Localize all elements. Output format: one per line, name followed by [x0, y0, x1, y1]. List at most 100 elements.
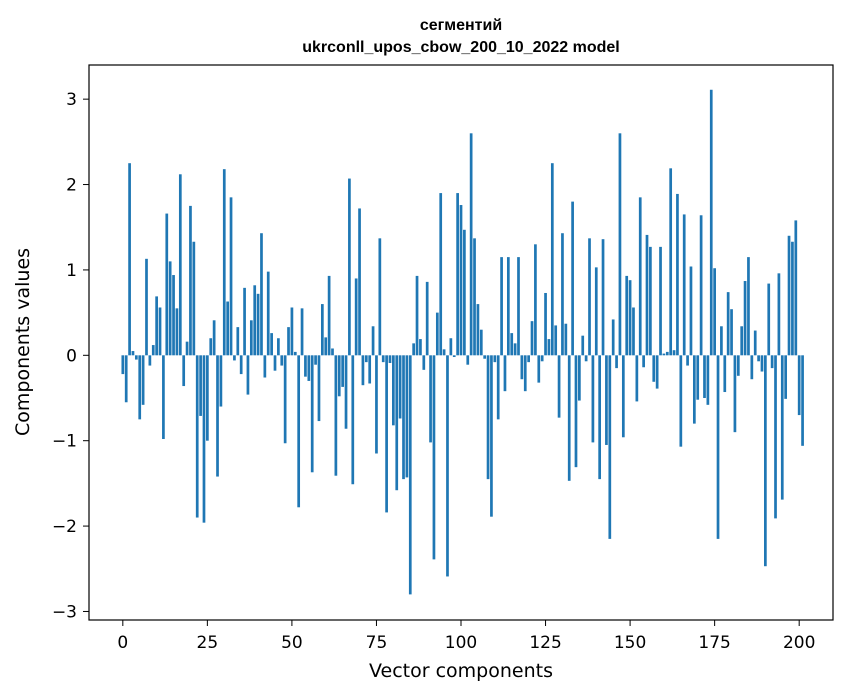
- bar-124: [540, 355, 544, 362]
- bar-197: [787, 235, 791, 356]
- bar-27: [212, 320, 216, 356]
- bar-150: [628, 280, 632, 356]
- bar-57: [314, 355, 317, 365]
- bar-72: [364, 355, 368, 363]
- bar-137: [584, 355, 588, 362]
- bar-129: [557, 355, 561, 418]
- bar-144: [608, 355, 612, 539]
- x-tick-label-100: 100: [445, 633, 477, 653]
- bar-121: [530, 321, 534, 356]
- bar-2: [128, 163, 131, 356]
- bar-155: [645, 234, 649, 356]
- bar-55: [307, 355, 311, 381]
- bar-120: [527, 355, 530, 363]
- bar-30: [222, 169, 226, 356]
- bar-78: [385, 355, 388, 513]
- bar-104: [473, 238, 476, 356]
- bar-182: [736, 355, 740, 376]
- bar-152: [635, 355, 639, 402]
- bar-49: [287, 327, 290, 356]
- bar-143: [605, 355, 608, 445]
- bar-18: [182, 355, 186, 387]
- bar-114: [506, 257, 510, 356]
- bar-41: [260, 233, 263, 356]
- bar-106: [479, 329, 483, 356]
- bar-123: [537, 355, 541, 383]
- bar-68: [351, 355, 355, 485]
- bar-66: [344, 355, 348, 429]
- bar-153: [638, 197, 642, 356]
- bar-15: [172, 275, 175, 356]
- bar-6: [141, 355, 145, 405]
- bar-105: [476, 304, 480, 356]
- bar-103: [469, 133, 473, 356]
- bar-162: [669, 168, 673, 356]
- bar-154: [642, 355, 645, 368]
- bar-70: [358, 208, 361, 356]
- bar-170: [696, 355, 700, 400]
- x-tick-label-50: 50: [281, 633, 303, 653]
- bar-189: [760, 355, 764, 372]
- x-axis-ticks: 0 25 50 75 100 125 150 175 200: [117, 620, 815, 653]
- bar-101: [463, 229, 466, 356]
- bar-156: [649, 246, 652, 356]
- bar-179: [726, 292, 730, 356]
- bar-84: [405, 355, 409, 478]
- bar-126: [547, 339, 551, 356]
- bar-1: [124, 355, 128, 403]
- bar-190: [764, 355, 767, 567]
- bar-77: [381, 355, 385, 363]
- bar-73: [368, 355, 372, 384]
- y-tick-label--3: −3: [52, 602, 77, 622]
- bar-200: [797, 355, 801, 416]
- bar-10: [155, 296, 158, 356]
- bar-63: [334, 355, 338, 476]
- bar-16: [175, 308, 179, 356]
- bar-128: [554, 325, 558, 356]
- bar-134: [574, 355, 578, 468]
- bar-23: [199, 355, 202, 416]
- bar-26: [209, 338, 213, 356]
- bar-140: [594, 267, 598, 356]
- bar-50: [290, 307, 294, 356]
- bar-64: [337, 355, 341, 397]
- x-axis-label: Vector components: [369, 660, 553, 682]
- bar-71: [361, 355, 365, 386]
- bar-12: [162, 355, 165, 439]
- bar-147: [618, 133, 622, 356]
- bar-118: [520, 355, 524, 380]
- bar-80: [392, 355, 395, 426]
- bar-198: [791, 241, 794, 356]
- bar-142: [601, 239, 605, 356]
- bar-67: [348, 178, 351, 356]
- x-tick-label-175: 175: [698, 633, 730, 653]
- bar-146: [615, 355, 618, 369]
- bar-60: [324, 337, 328, 356]
- bar-31: [226, 301, 230, 356]
- bar-157: [652, 355, 656, 382]
- y-tick-label-2: 2: [66, 176, 77, 196]
- y-tick-label--2: −2: [52, 517, 77, 537]
- bar-90: [425, 281, 429, 356]
- bar-39: [253, 285, 257, 356]
- bar-19: [185, 341, 189, 356]
- bar-108: [486, 355, 490, 480]
- bar-138: [588, 238, 591, 356]
- bar-74: [371, 326, 375, 356]
- bar-119: [523, 355, 527, 392]
- bar-17: [178, 174, 182, 356]
- bar-36: [243, 287, 246, 356]
- bar-160: [662, 353, 666, 356]
- bar-196: [784, 355, 788, 399]
- bar-76: [378, 238, 382, 356]
- chart-title-line-2: ukrconll_upos_cbow_200_10_2022 model: [302, 39, 619, 56]
- bar-191: [767, 283, 771, 356]
- bar-199: [794, 220, 798, 356]
- bar-149: [625, 275, 629, 356]
- bar-42: [263, 355, 267, 378]
- bar-96: [446, 355, 449, 577]
- bar-43: [266, 271, 270, 356]
- x-tick-label-0: 0: [117, 633, 128, 653]
- bar-46: [277, 338, 280, 356]
- bar-20: [189, 205, 192, 356]
